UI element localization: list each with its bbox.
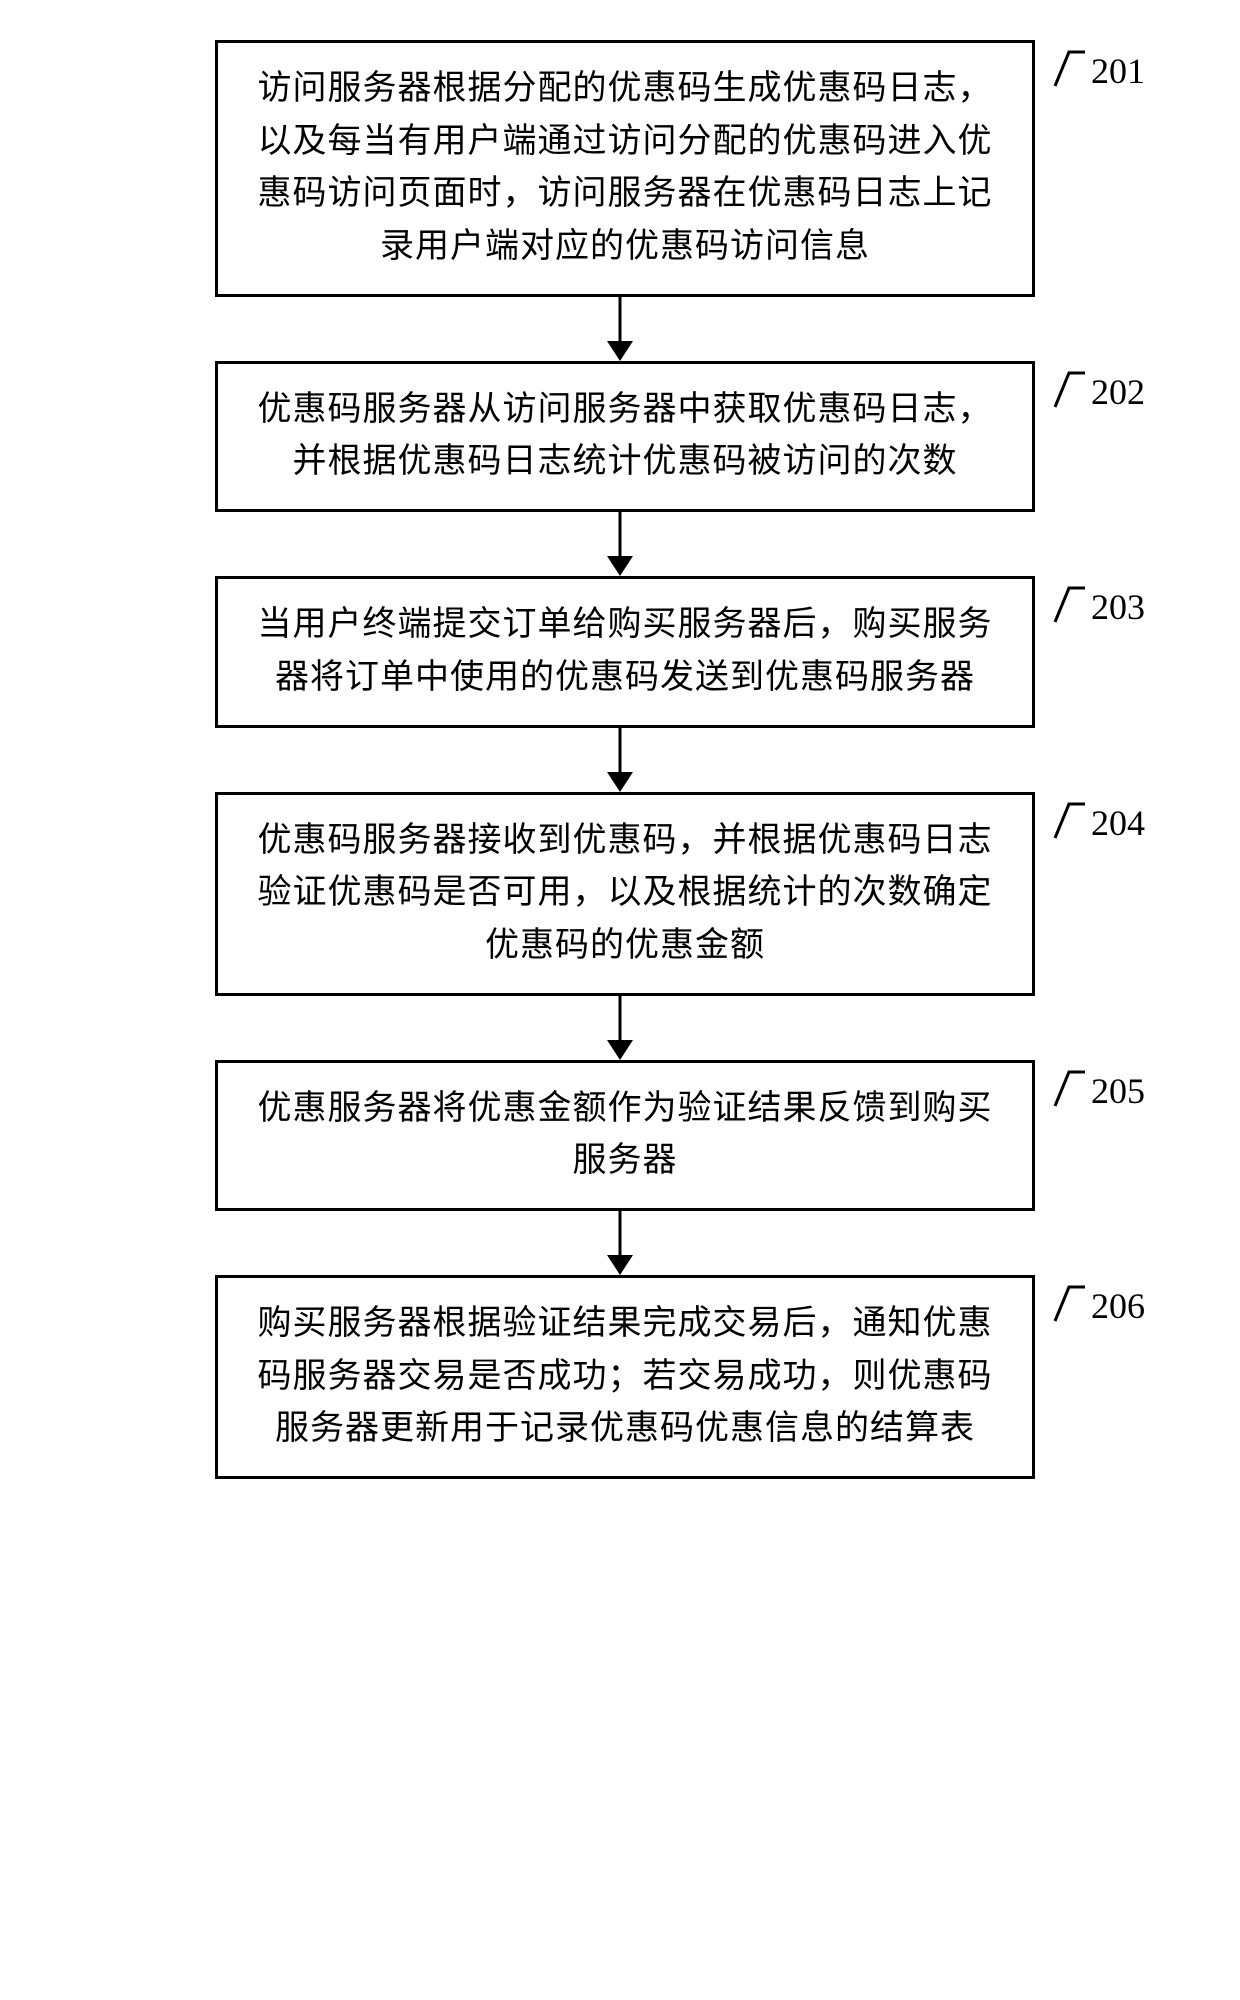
step-label-group: 203 bbox=[1053, 584, 1145, 628]
step-label-group: 202 bbox=[1053, 369, 1145, 413]
arrow-wrap bbox=[60, 728, 1180, 792]
flow-arrow bbox=[600, 1211, 640, 1275]
step-box: 优惠码服务器接收到优惠码，并根据优惠码日志验证优惠码是否可用，以及根据统计的次数… bbox=[215, 792, 1035, 996]
step-box: 当用户终端提交订单给购买服务器后，购买服务器将订单中使用的优惠码发送到优惠码服务… bbox=[215, 576, 1035, 727]
step-bracket bbox=[1053, 800, 1085, 840]
step-label: 204 bbox=[1091, 802, 1145, 844]
flow-step-202: 优惠码服务器从访问服务器中获取优惠码日志，并根据优惠码日志统计优惠码被访问的次数… bbox=[60, 361, 1180, 512]
flow-step-206: 购买服务器根据验证结果完成交易后，通知优惠码服务器交易是否成功；若交易成功，则优… bbox=[60, 1275, 1180, 1479]
arrow-wrap bbox=[60, 996, 1180, 1060]
arrow-wrap bbox=[60, 1211, 1180, 1275]
flow-arrow bbox=[600, 996, 640, 1060]
flow-step-204: 优惠码服务器接收到优惠码，并根据优惠码日志验证优惠码是否可用，以及根据统计的次数… bbox=[60, 792, 1180, 996]
step-text: 当用户终端提交订单给购买服务器后，购买服务器将订单中使用的优惠码发送到优惠码服务… bbox=[246, 599, 1004, 704]
step-bracket bbox=[1053, 1068, 1085, 1108]
step-label-group: 206 bbox=[1053, 1283, 1145, 1327]
flow-arrow bbox=[600, 512, 640, 576]
step-text: 访问服务器根据分配的优惠码生成优惠码日志，以及每当有用户端通过访问分配的优惠码进… bbox=[246, 63, 1004, 274]
step-text: 优惠服务器将优惠金额作为验证结果反馈到购买服务器 bbox=[246, 1083, 1004, 1188]
step-text: 购买服务器根据验证结果完成交易后，通知优惠码服务器交易是否成功；若交易成功，则优… bbox=[246, 1298, 1004, 1456]
step-box: 优惠服务器将优惠金额作为验证结果反馈到购买服务器 bbox=[215, 1060, 1035, 1211]
arrow-wrap bbox=[60, 297, 1180, 361]
step-label-group: 201 bbox=[1053, 48, 1145, 92]
step-bracket bbox=[1053, 584, 1085, 624]
step-label: 206 bbox=[1091, 1285, 1145, 1327]
flow-arrow bbox=[600, 728, 640, 792]
flow-step-203: 当用户终端提交订单给购买服务器后，购买服务器将订单中使用的优惠码发送到优惠码服务… bbox=[60, 576, 1180, 727]
step-bracket bbox=[1053, 369, 1085, 409]
step-bracket bbox=[1053, 1283, 1085, 1323]
step-box: 访问服务器根据分配的优惠码生成优惠码日志，以及每当有用户端通过访问分配的优惠码进… bbox=[215, 40, 1035, 297]
arrow-wrap bbox=[60, 512, 1180, 576]
step-text: 优惠码服务器接收到优惠码，并根据优惠码日志验证优惠码是否可用，以及根据统计的次数… bbox=[246, 815, 1004, 973]
step-label-group: 204 bbox=[1053, 800, 1145, 844]
step-label: 203 bbox=[1091, 586, 1145, 628]
flow-arrow bbox=[600, 297, 640, 361]
step-box: 购买服务器根据验证结果完成交易后，通知优惠码服务器交易是否成功；若交易成功，则优… bbox=[215, 1275, 1035, 1479]
step-box: 优惠码服务器从访问服务器中获取优惠码日志，并根据优惠码日志统计优惠码被访问的次数 bbox=[215, 361, 1035, 512]
step-label: 202 bbox=[1091, 371, 1145, 413]
step-label: 201 bbox=[1091, 50, 1145, 92]
flowchart-container: 访问服务器根据分配的优惠码生成优惠码日志，以及每当有用户端通过访问分配的优惠码进… bbox=[60, 40, 1180, 1479]
step-label-group: 205 bbox=[1053, 1068, 1145, 1112]
step-label: 205 bbox=[1091, 1070, 1145, 1112]
step-bracket bbox=[1053, 48, 1085, 88]
step-text: 优惠码服务器从访问服务器中获取优惠码日志，并根据优惠码日志统计优惠码被访问的次数 bbox=[246, 384, 1004, 489]
flow-step-201: 访问服务器根据分配的优惠码生成优惠码日志，以及每当有用户端通过访问分配的优惠码进… bbox=[60, 40, 1180, 297]
flow-step-205: 优惠服务器将优惠金额作为验证结果反馈到购买服务器 205 bbox=[60, 1060, 1180, 1211]
